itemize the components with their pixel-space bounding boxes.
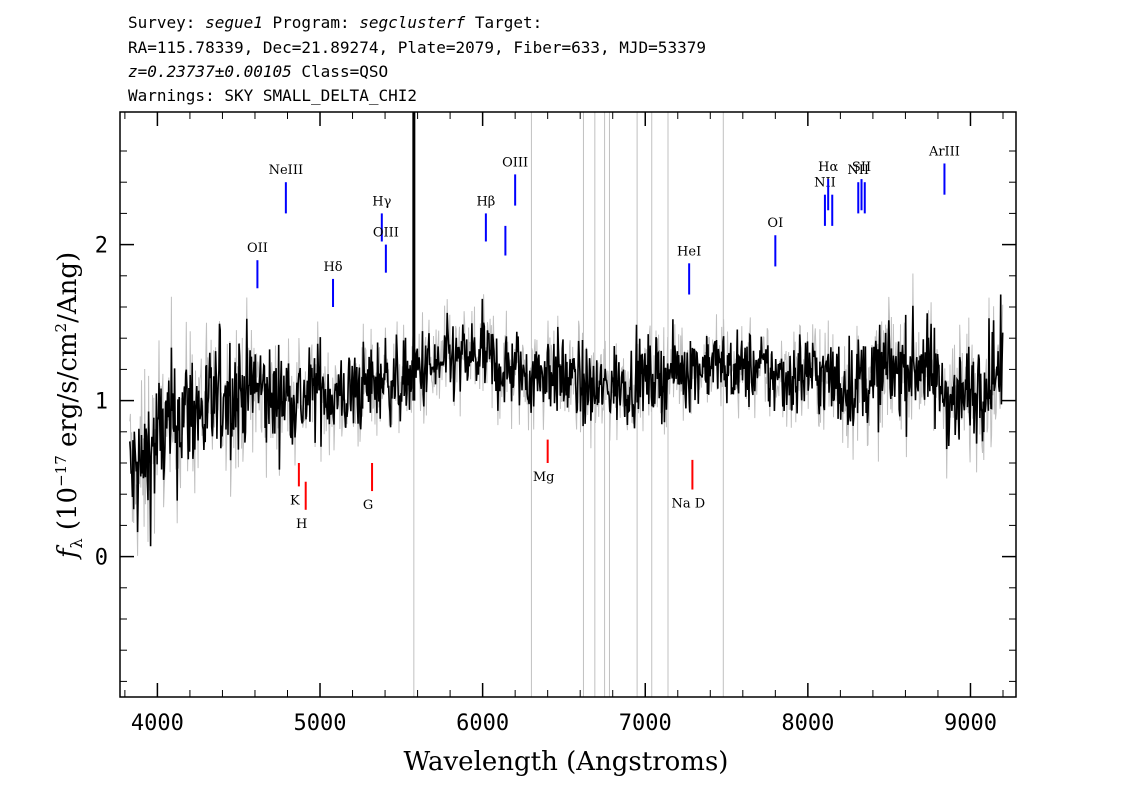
flux-series [129, 294, 1004, 547]
x-tick-label: 5000 [294, 711, 347, 736]
emission-line-label: OIII [373, 226, 399, 241]
program-value: segclusterf [359, 13, 466, 32]
emission-line-label: ArIII [928, 144, 960, 159]
emission-line-label: NeIII [269, 163, 303, 178]
emission-line-label: Hα [818, 160, 838, 175]
x-tick-label: 4000 [131, 711, 184, 736]
emission-line-label: NII [814, 176, 836, 191]
absorption-line-label: Na D [672, 497, 706, 512]
header-line-3: z=0.23737±0.00105 Class=QSO [128, 63, 388, 81]
y-axis-label: fλ (10−17 erg/s/cm2/Ang) [52, 252, 86, 560]
emission-line-label: SII [852, 160, 871, 175]
error-series [129, 273, 1004, 556]
header-line-4: Warnings: SKY SMALL_DELTA_CHI2 [128, 86, 417, 105]
header-line-1: Survey: segue1 Program: segclusterf Targ… [128, 14, 542, 32]
absorption-line-label: K [290, 493, 300, 508]
absorption-line-label: Mg [533, 470, 555, 485]
absorption-line-label: G [363, 498, 373, 513]
survey-label: Survey: [128, 13, 196, 32]
plot-frame [119, 111, 1017, 698]
y-tick-label: 1 [95, 390, 108, 415]
emission-line-label: Hδ [323, 260, 342, 275]
emission-line-label: OIII [502, 155, 528, 170]
class-value: Class=QSO [301, 62, 389, 81]
emission-line-label: OI [767, 216, 783, 231]
emission-line-label: Hβ [476, 194, 495, 209]
header-line-2: RA=115.78339, Dec=21.89274, Plate=2079, … [128, 38, 706, 57]
emission-line-label: NII [847, 163, 869, 178]
redshift-value: z=0.23737±0.00105 [128, 62, 292, 81]
x-axis-label: Wavelength (Angstroms) [404, 747, 729, 777]
x-tick-label: 8000 [781, 711, 834, 736]
y-tick-label: 0 [95, 546, 108, 571]
target-label: Target: [474, 13, 543, 32]
emission-line-label: OII [247, 241, 268, 256]
x-tick-label: 6000 [456, 711, 509, 736]
x-tick-label: 7000 [619, 711, 672, 736]
x-tick-label: 9000 [944, 711, 997, 736]
program-label: Program: [272, 13, 350, 32]
survey-value: segue1 [205, 13, 263, 32]
emission-line-label: HeI [677, 244, 701, 259]
y-tick-label: 2 [95, 234, 108, 259]
emission-line-label: Hγ [372, 194, 391, 209]
absorption-line-label: H [296, 517, 307, 532]
